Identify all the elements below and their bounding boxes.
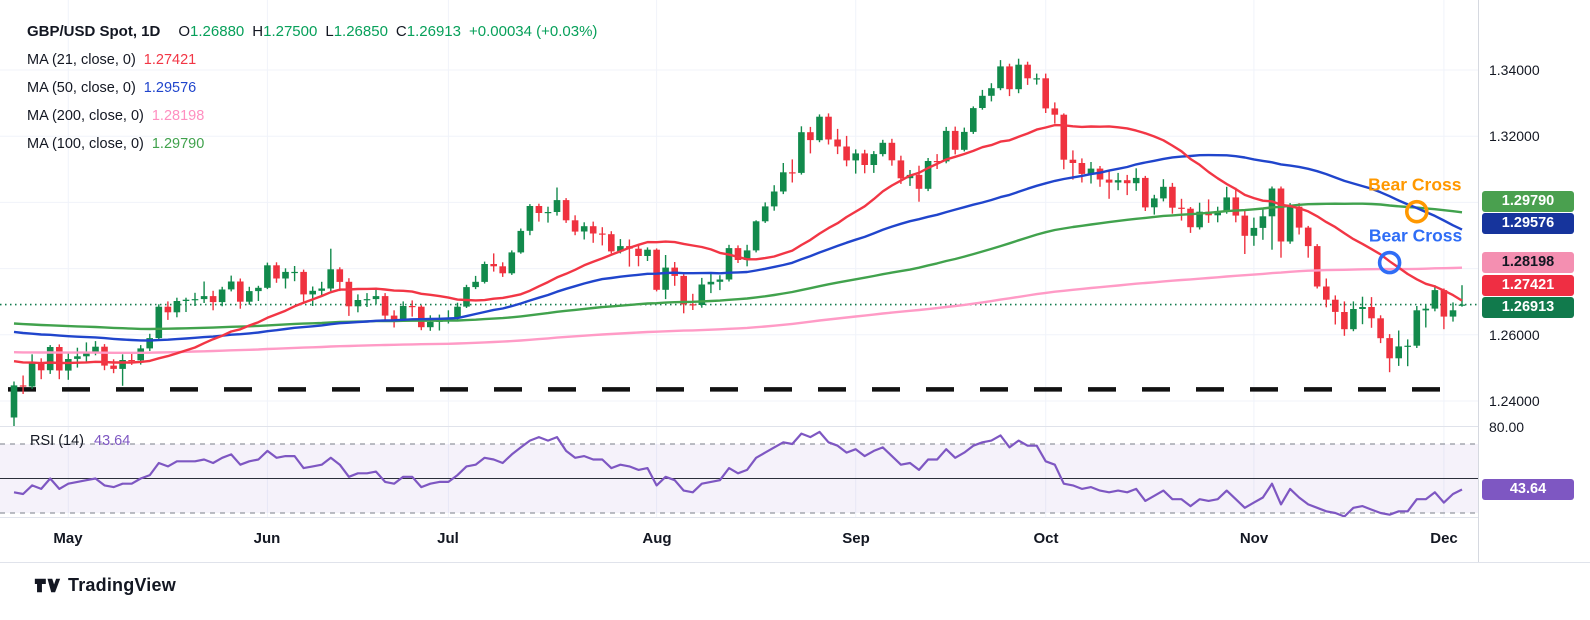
- ma21-label: MA (21, close, 0): [27, 52, 136, 68]
- price-axis-tick: 1.34000: [1489, 62, 1540, 78]
- price-chart-canvas[interactable]: Bear Cross Bear Cross: [0, 0, 1478, 517]
- rsi-line: [13, 430, 1463, 517]
- tradingview-logo-icon: [34, 578, 61, 593]
- time-axis-month-jul: Jul: [437, 530, 459, 547]
- change-value: +0.00034 (+0.03%): [469, 23, 598, 40]
- rsi-axis-tick: 80.00: [1489, 419, 1525, 435]
- ma50-legend-row[interactable]: MA (50, close, 0) 1.29576: [27, 77, 597, 105]
- ma200-price-badge: 1.28198: [1482, 252, 1574, 273]
- ma100-value: 1.29790: [151, 136, 205, 152]
- price-pane[interactable]: Bear Cross Bear Cross: [0, 58, 1478, 434]
- price-axis-tick: 1.24000: [1489, 393, 1540, 409]
- ma200-legend-row[interactable]: MA (200, close, 0) 1.28198: [27, 105, 597, 133]
- ma21-value: 1.27421: [143, 52, 197, 68]
- rsi-value: 43.64: [94, 433, 131, 449]
- low-label: L: [325, 23, 334, 40]
- tradingview-logo[interactable]: TradingView: [34, 574, 176, 597]
- time-axis-top-border: [0, 517, 1590, 518]
- ma100-price-badge: 1.29790: [1482, 191, 1574, 212]
- bear-cross-label[interactable]: Bear Cross: [1369, 226, 1463, 246]
- time-axis-month-aug: Aug: [642, 530, 672, 547]
- rsi-legend-row[interactable]: RSI (14) 43.64: [30, 433, 130, 449]
- rsi-value-badge: 43.64: [1482, 479, 1574, 500]
- ma21-legend-row[interactable]: MA (21, close, 0) 1.27421: [27, 49, 597, 77]
- time-scale[interactable]: May Jun Jul Aug Sep Oct Nov Dec: [0, 518, 1478, 562]
- price-scale[interactable]: 1.34000 1.32000 1.26000 1.24000 80.00 1.29790…: [1479, 0, 1590, 562]
- symbol-title[interactable]: GBP/USD Spot, 1D: [27, 23, 161, 40]
- bear-cross-label[interactable]: Bear Cross: [1368, 175, 1462, 195]
- close-value: 1.26913: [406, 23, 461, 40]
- time-axis-month-dec: Dec: [1430, 530, 1458, 547]
- rsi-pane[interactable]: [0, 430, 1478, 517]
- time-axis-month-jun: Jun: [253, 530, 281, 547]
- ma50-value: 1.29576: [143, 80, 197, 96]
- time-axis-month-sep: Sep: [842, 530, 870, 547]
- ma100-legend-row[interactable]: MA (100, close, 0) 1.29790: [27, 133, 597, 161]
- time-axis-month-nov: Nov: [1239, 530, 1269, 547]
- ma100-label: MA (100, close, 0): [27, 136, 144, 152]
- ma21-price-badge: 1.27421: [1482, 275, 1574, 296]
- close-label: C: [395, 23, 407, 40]
- last-price-badge: 1.26913: [1482, 297, 1574, 318]
- bear-cross-circle[interactable]: [1405, 199, 1429, 224]
- low-value: 1.26850: [333, 23, 388, 40]
- price-axis-tick: 1.26000: [1489, 327, 1540, 343]
- ma50-price-badge: 1.29576: [1482, 213, 1574, 234]
- high-label: H: [252, 23, 264, 40]
- ma200-label: MA (200, close, 0): [27, 108, 144, 124]
- time-axis-month-may: May: [53, 530, 83, 547]
- ma50-line: [13, 153, 1463, 342]
- ma200-line: [13, 266, 1463, 354]
- open-value: 1.26880: [190, 23, 245, 40]
- legend: GBP/USD Spot, 1D O1.26880 H1.27500 L1.26850…: [27, 21, 597, 161]
- bear-cross-circle[interactable]: [1377, 250, 1402, 275]
- ma100-line: [13, 202, 1463, 331]
- ma200-value: 1.28198: [151, 108, 205, 124]
- symbol-ohlc-row[interactable]: GBP/USD Spot, 1D O1.26880 H1.27500 L1.26850…: [27, 21, 597, 49]
- ma21-line: [13, 123, 1463, 365]
- pane-separator[interactable]: [0, 426, 1478, 427]
- price-axis-border: [1478, 0, 1479, 562]
- time-axis-bottom-border: [0, 562, 1590, 563]
- price-axis-tick: 1.32000: [1489, 128, 1540, 144]
- high-value: 1.27500: [263, 23, 318, 40]
- ma50-label: MA (50, close, 0): [27, 80, 136, 96]
- open-label: O: [178, 23, 191, 40]
- rsi-title: RSI (14): [30, 433, 84, 449]
- tradingview-logo-text: TradingView: [68, 575, 176, 595]
- time-axis-month-oct: Oct: [1033, 530, 1059, 547]
